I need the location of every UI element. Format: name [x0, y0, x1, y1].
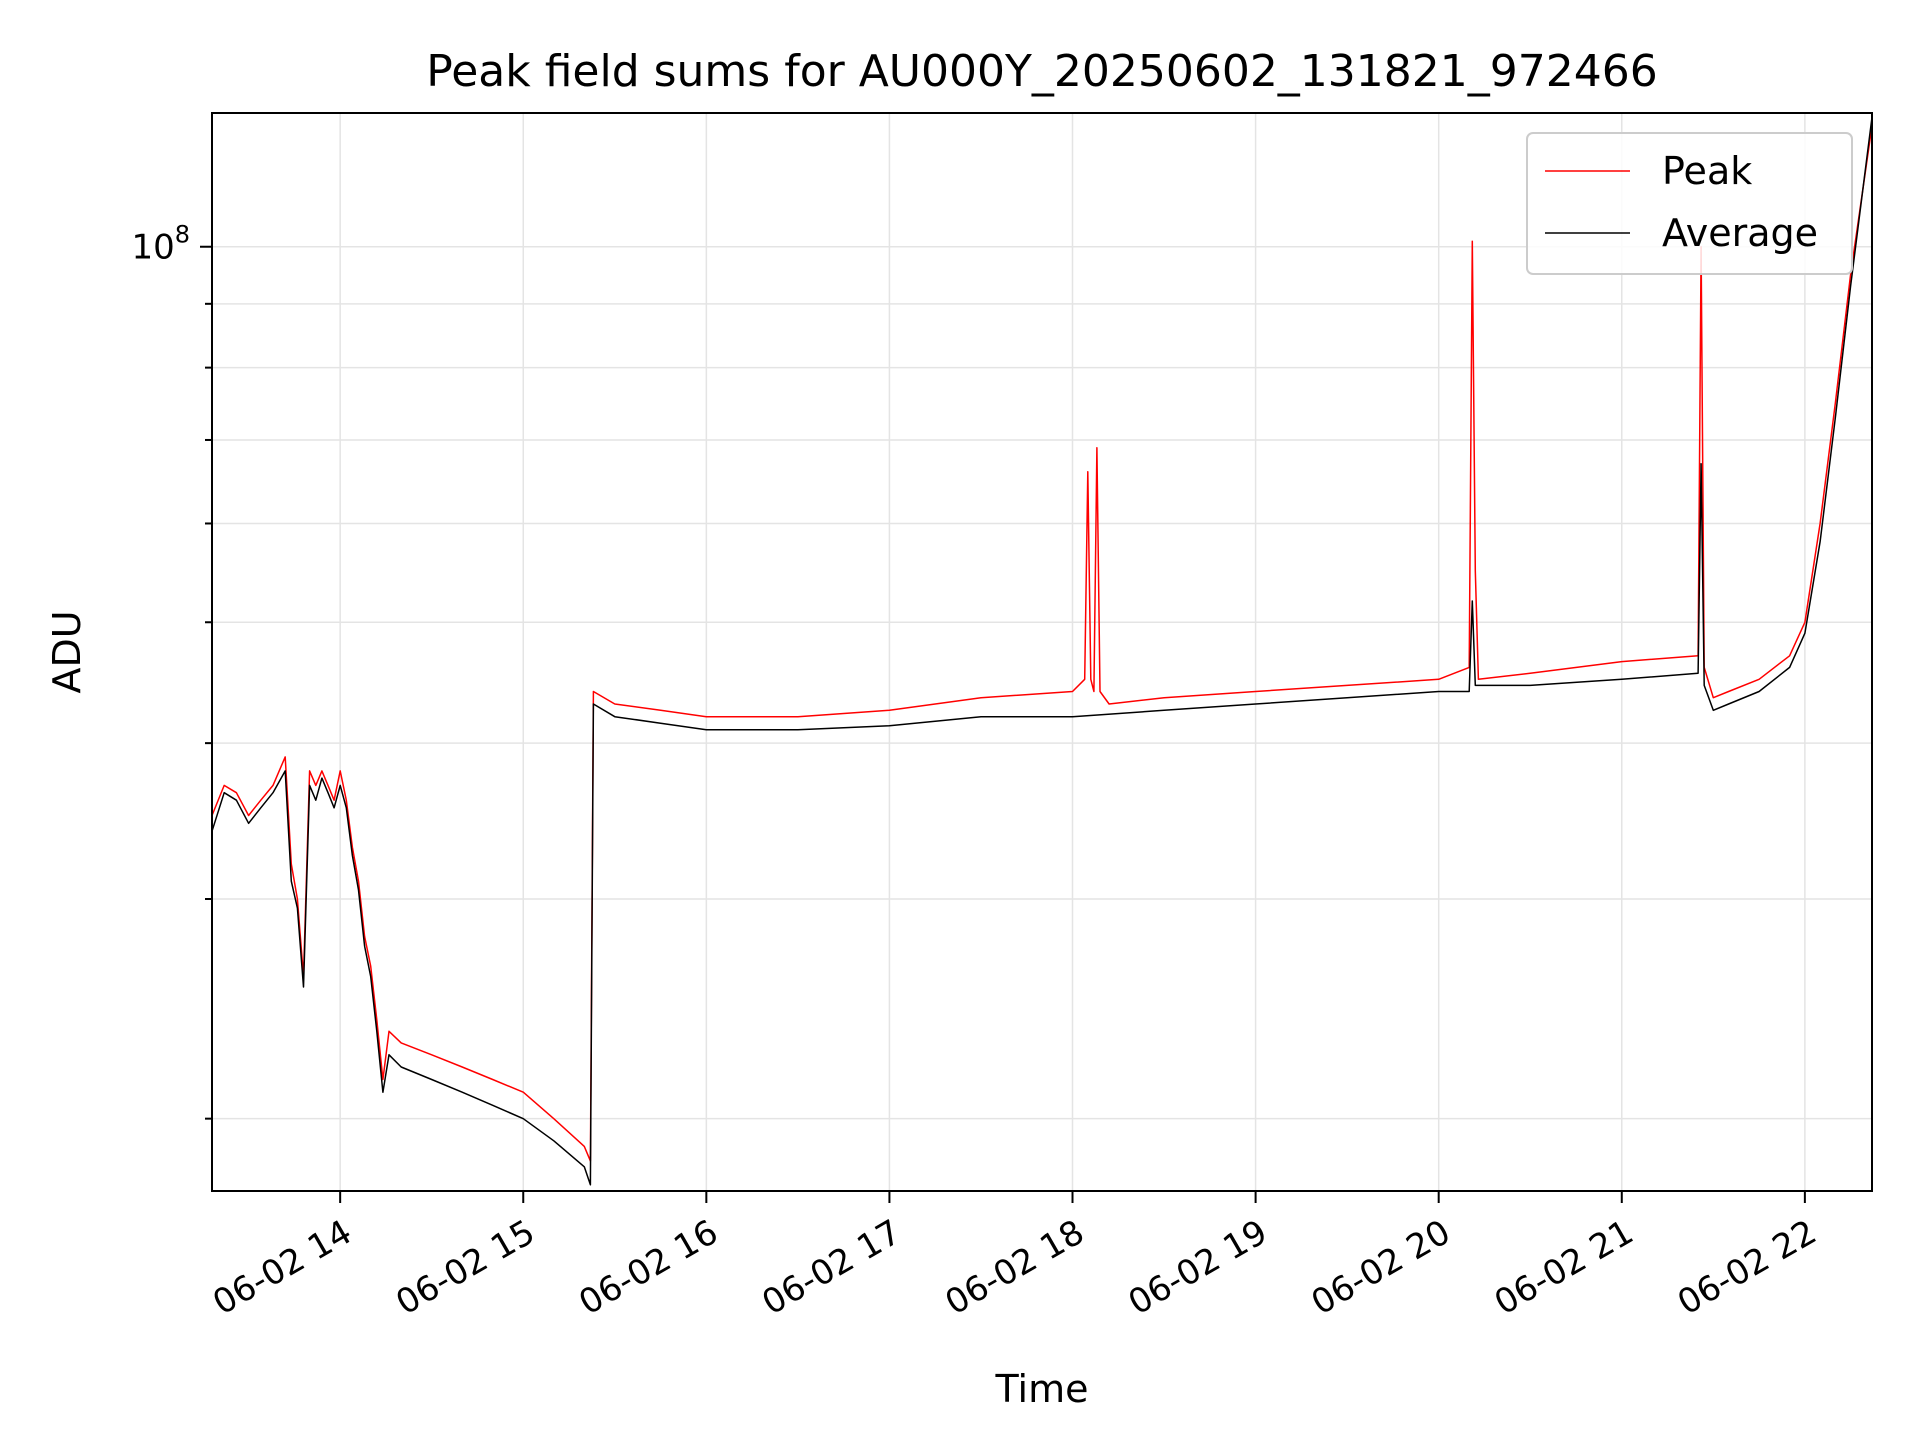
series-line-average — [211, 117, 1873, 1186]
grid — [212, 113, 1872, 1191]
legend-label-average: Average — [1662, 211, 1818, 255]
y-tick-label: 108 — [131, 221, 190, 268]
x-axis-label: Time — [995, 1367, 1089, 1411]
plot-frame — [211, 112, 1873, 1192]
series-line-peak — [211, 125, 1873, 1162]
legend-box — [1526, 132, 1853, 275]
chart-title: Peak field sums for AU000Y_20250602_1318… — [426, 46, 1658, 97]
legend: Peak Average — [1526, 132, 1853, 275]
series-layer — [211, 117, 1873, 1186]
y-axis-label: ADU — [45, 610, 89, 693]
legend-label-peak: Peak — [1662, 149, 1752, 193]
